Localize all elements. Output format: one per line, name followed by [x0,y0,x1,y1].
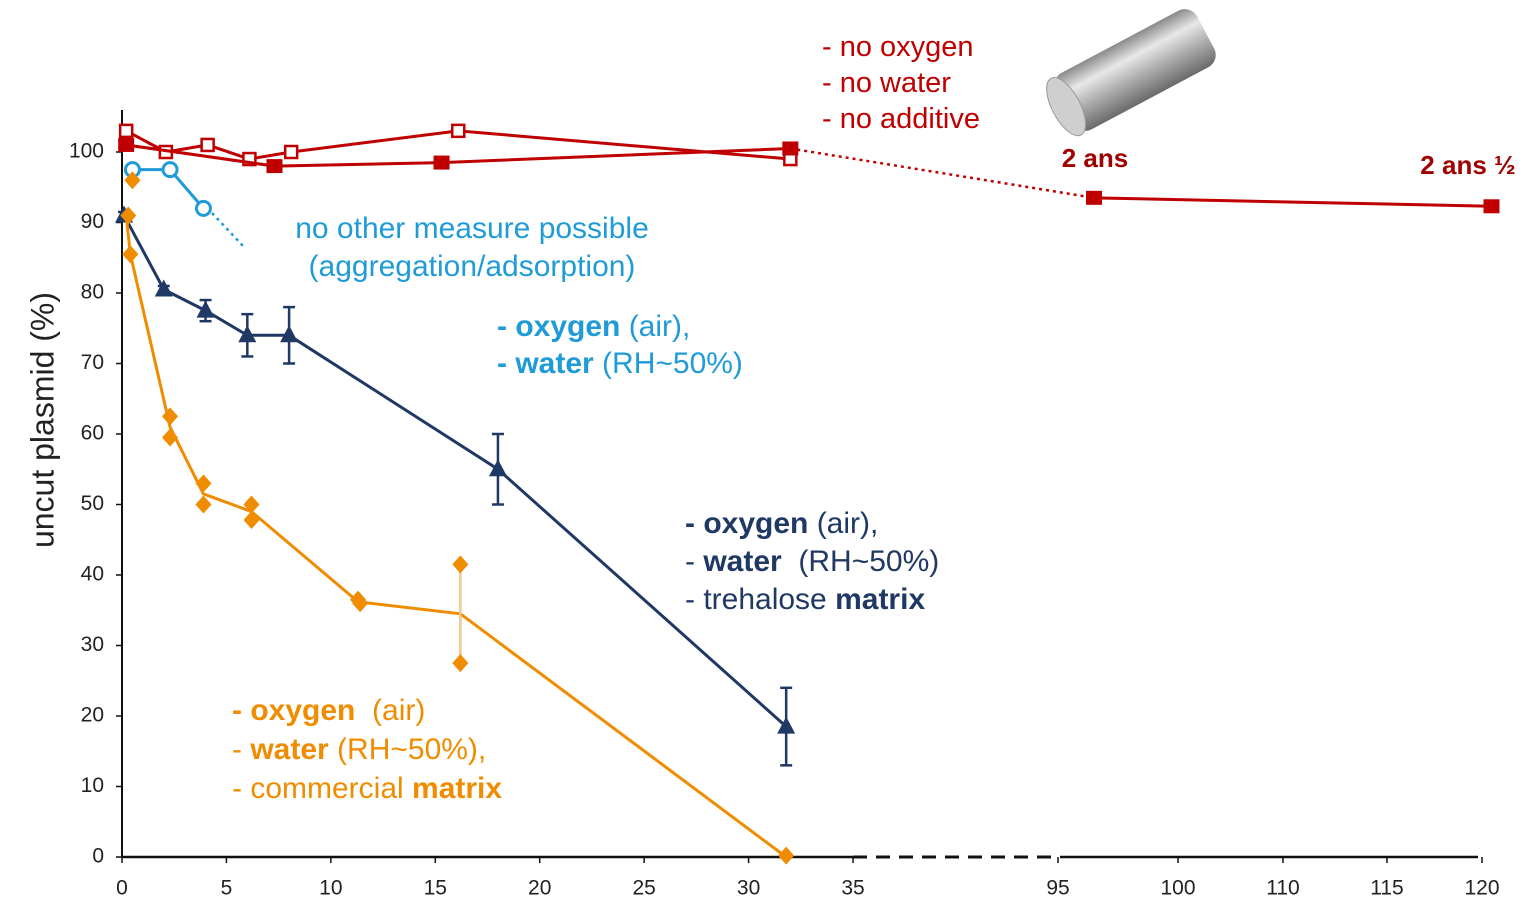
annotation: - commercial matrix [232,772,502,805]
annotation-part: (air) [355,694,425,727]
x-tick-label: 120 [1464,877,1499,900]
annotation: - no oxygen [822,31,974,63]
annotation-part: matrix [412,772,502,805]
marker [197,301,215,318]
marker [202,139,214,151]
marker [162,429,178,447]
annotation: - water (RH~50%) [497,347,743,380]
marker [195,474,211,492]
marker [452,555,468,573]
annotation-part: - no additive [822,103,980,135]
series-break-link [790,148,1094,197]
y-tick-label: 50 [81,492,104,515]
marker [196,201,210,215]
annotation-part: 2 ans [1062,143,1129,173]
y-tick-label: 80 [81,281,104,304]
marker [285,146,297,158]
annotation: - oxygen (air), [497,310,690,343]
x-tick-label: 100 [1160,877,1195,900]
marker [452,654,468,672]
y-tick-label: 20 [81,704,104,727]
annotation-part: - [685,545,703,578]
y-tick-label: 60 [81,422,104,445]
annotation-part: - oxygen [497,310,620,343]
marker [266,159,282,173]
annotation-part: (air), [808,507,878,540]
marker [243,511,259,529]
annotation-part: - trehalose [685,583,835,616]
annotation: - trehalose matrix [685,583,925,616]
annotation: - water (RH~50%), [232,733,486,766]
annotation-part: - oxygen [685,507,808,540]
x-tick-label: 30 [737,877,760,900]
annotation-part: - no water [822,67,951,99]
marker [120,125,132,137]
y-tick-label: 90 [81,210,104,233]
cylinder-image [1039,4,1221,141]
marker [1484,199,1500,213]
series-line [124,215,786,726]
annotation: - no additive [822,103,980,135]
y-tick-label: 70 [81,351,104,374]
x-tick-label: 115 [1370,877,1403,900]
x-tick-label: 0 [116,877,128,900]
marker [118,138,134,152]
y-tick-label: 30 [81,633,104,656]
x-tick-label: 95 [1046,877,1069,900]
annotation: - oxygen (air) [232,694,425,727]
x-tick-label: 110 [1266,877,1299,900]
annotation-part: - no oxygen [822,31,974,63]
annotation-part: - water [497,347,594,380]
annotation-part: matrix [835,583,925,616]
x-tick-label: 15 [424,877,447,900]
marker [782,141,798,155]
series-line [1094,198,1492,206]
annotation: - water (RH~50%) [685,545,939,578]
x-tick-label: 35 [841,877,864,900]
annotation-part: - [232,733,250,766]
marker [434,156,450,170]
annotation-part: 2 ans ½ [1420,150,1515,180]
marker [195,496,211,514]
annotation-part: (air), [620,310,690,343]
marker [155,279,173,296]
marker [1086,191,1102,205]
blue-extension [212,213,244,247]
annotation: 2 ans [1062,143,1129,173]
x-tick-label: 10 [319,877,342,900]
annotation: (aggregation/adsorption) [309,250,636,283]
chart: uncut plasmid (%) 0102030405060708090100… [0,0,1525,904]
series-line [126,145,790,166]
y-tick-label: 10 [81,774,104,797]
annotation-part: - commercial [232,772,412,805]
annotation: - oxygen (air), [685,507,878,540]
marker [778,847,794,865]
annotation: no other measure possible [295,212,649,245]
annotation-part: water [702,545,782,578]
marker [452,125,464,137]
annotation-part: - oxygen [232,694,355,727]
marker [162,407,178,425]
x-tick-label: 25 [632,877,655,900]
marker [122,245,138,263]
annotation: - no water [822,67,951,99]
marker [489,459,507,476]
marker [163,163,177,177]
x-tick-label: 5 [221,877,233,900]
y-tick-label: 0 [92,845,104,868]
annotation-part: (aggregation/adsorption) [309,250,636,283]
annotation-part: (RH~50%) [594,347,743,380]
annotation-part: (RH~50%), [329,733,487,766]
annotation-part: no other measure possible [295,212,649,245]
annotation: 2 ans ½ [1420,150,1515,180]
annotation-part: (RH~50%) [782,545,940,578]
y-axis-label: uncut plasmid (%) [24,292,60,548]
annotation-part: water [249,733,329,766]
x-tick-label: 20 [528,877,551,900]
y-tick-label: 40 [81,563,104,586]
y-tick-label: 100 [69,140,104,163]
